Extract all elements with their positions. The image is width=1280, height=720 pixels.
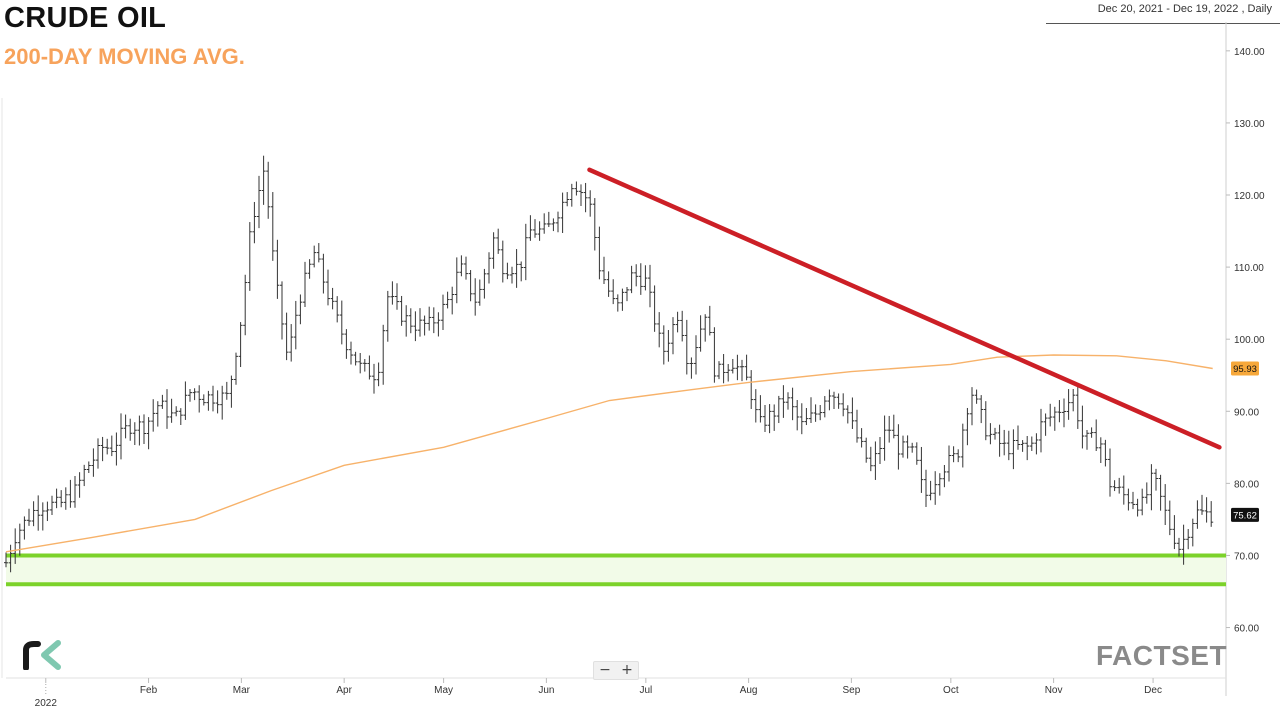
date-range[interactable]: Dec 20, 2021 - Dec 19, 2022 , Daily (1097, 3, 1272, 15)
y-tick-label: 80.00 (1234, 479, 1259, 490)
chart-frame (1, 22, 1227, 696)
x-tick-label: May (434, 685, 453, 696)
x-tick-label: Dec (1144, 685, 1162, 696)
chart-subtitle: 200-DAY MOVING AVG. (4, 44, 245, 69)
ma-badge-bg (1231, 361, 1259, 376)
y-tick-label: 100.00 (1234, 335, 1265, 346)
y-tick-label: 110.00 (1234, 263, 1264, 274)
x-tick-label: Jul (639, 685, 652, 696)
y-axis: 60.00 70.00 80.00 90.00 100.00 110.00 120.00 13… (1226, 47, 1265, 635)
x-tick-label: Nov (1045, 685, 1063, 696)
chart-title: CRUDE OIL (4, 2, 167, 34)
date-range-underline (1046, 23, 1280, 24)
moving-average-line (5, 354, 1213, 553)
x-tick-label: Feb (140, 685, 158, 696)
y-tick-label: 60.00 (1234, 624, 1259, 635)
moving-average-series (5, 354, 1213, 553)
y-tick-label: 90.00 (1234, 407, 1259, 418)
support-zone-fill (6, 555, 1226, 585)
zoom-in-button[interactable]: + (621, 662, 633, 678)
y-tick-label: 130.00 (1234, 119, 1265, 130)
x-tick-label: Aug (740, 685, 758, 696)
x-axis: 2022 Feb Mar Apr May Jun Jul Aug Sep Oct Nov Dec (35, 678, 1162, 709)
zoom-controls: − + (593, 661, 639, 680)
y-tick-label: 70.00 (1234, 551, 1259, 562)
x-tick-label: Apr (336, 685, 352, 696)
downtrend-line (587, 167, 1222, 450)
price-badges: 95.93 75.62 (1231, 361, 1259, 522)
ma-badge-text: 95.93 (1233, 364, 1257, 375)
x-tick-label: Oct (943, 685, 959, 696)
x-tick-label: Mar (233, 685, 251, 696)
y-tick-label: 120.00 (1234, 191, 1265, 202)
price-bars (4, 155, 1214, 573)
last-price-badge-text: 75.62 (1233, 510, 1257, 521)
last-price-badge-bg (1231, 507, 1259, 522)
x-tick-label: Sep (842, 685, 860, 696)
factset-logo: FACTSET (1096, 640, 1228, 671)
support-zone (6, 553, 1226, 587)
y-tick-label: 140.00 (1234, 47, 1265, 58)
x-tick-label: 2022 (35, 698, 58, 709)
x-tick-label: Jun (538, 685, 554, 696)
zoom-out-button[interactable]: − (599, 662, 611, 678)
trendline-segment (587, 167, 1222, 450)
